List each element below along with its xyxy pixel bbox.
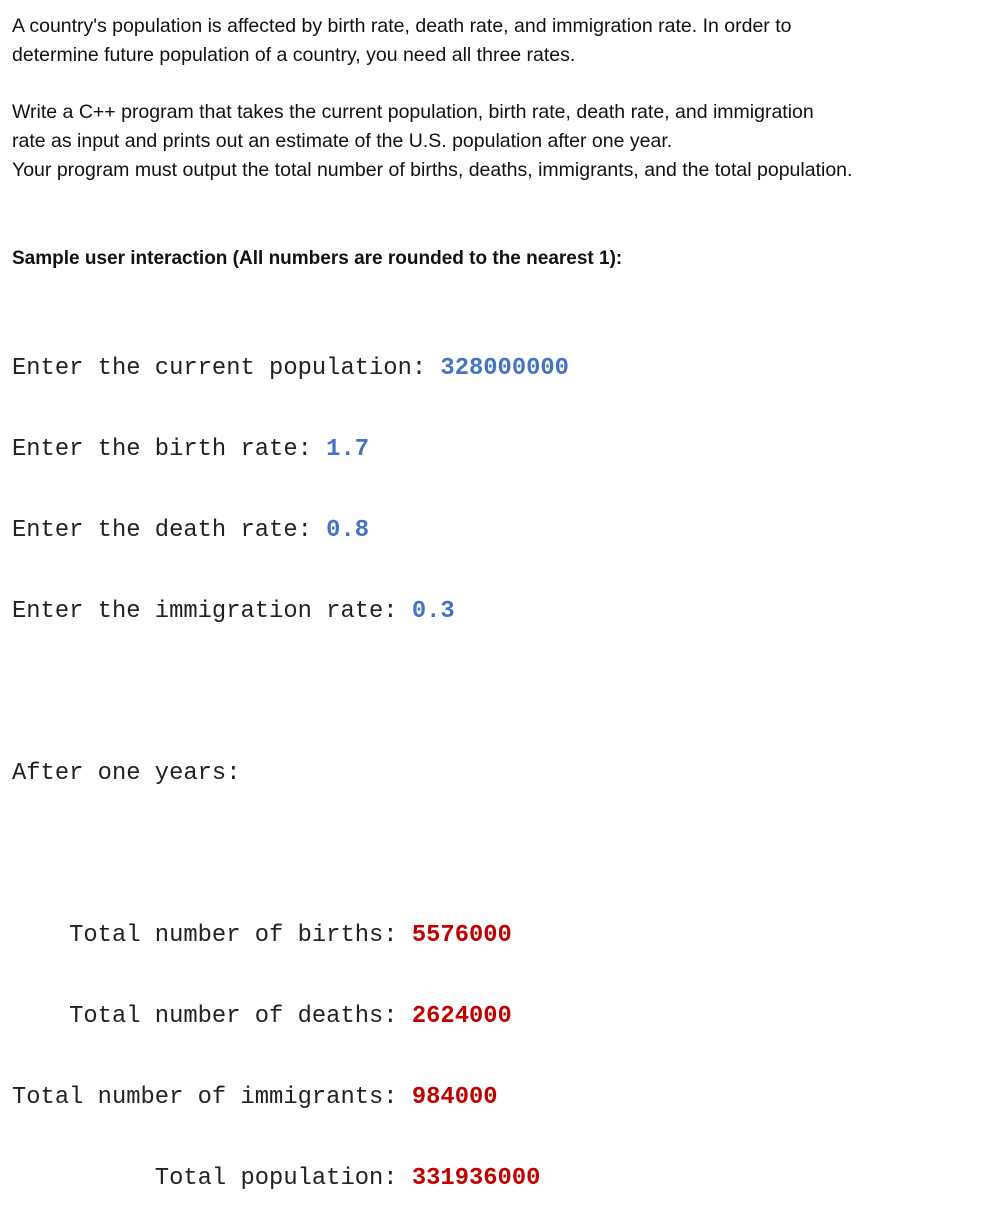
intro-line: determine future population of a country…: [12, 44, 576, 66]
input-value: 0.3: [411, 598, 455, 625]
output-line: Total number of immigrants: 984000: [12, 1084, 569, 1111]
intro-line: A country's population is affected by bi…: [12, 15, 792, 37]
sample-console: Enter the current population: 328000000 …: [12, 301, 569, 1216]
output-value: 5576000: [411, 922, 512, 949]
task-line: Your program must output the total numbe…: [12, 159, 853, 181]
output-value: 331936000: [411, 1165, 541, 1192]
input-line: Enter the immigration rate: 0.3: [12, 598, 569, 625]
input-prompt: Enter the immigration rate:: [12, 598, 412, 625]
input-line: Enter the current population: 328000000: [12, 355, 569, 382]
task-line: rate as input and prints out an estimate…: [12, 130, 673, 152]
input-value: 0.8: [326, 517, 370, 544]
output-label: Total number of births:: [12, 922, 412, 949]
output-line: Total number of deaths: 2624000: [12, 1003, 569, 1030]
input-line: Enter the birth rate: 1.7: [12, 436, 569, 463]
after-line: After one years:: [12, 760, 241, 787]
sample-heading: Sample user interaction (All numbers are…: [12, 248, 623, 269]
output-value: 984000: [411, 1084, 498, 1111]
output-line: Total number of births: 5576000: [12, 922, 569, 949]
output-label: Total number of deaths:: [12, 1003, 412, 1030]
input-line: Enter the death rate: 0.8: [12, 517, 569, 544]
output-label: Total population:: [12, 1165, 412, 1192]
output-value: 2624000: [411, 1003, 512, 1030]
input-value: 328000000: [440, 355, 569, 382]
output-line: Total population: 331936000: [12, 1165, 569, 1192]
task-line: Write a C++ program that takes the curre…: [12, 101, 814, 123]
task-paragraph: Write a C++ program that takes the curre…: [12, 98, 852, 185]
input-prompt: Enter the current population:: [12, 355, 441, 382]
output-label: Total number of immigrants:: [12, 1084, 412, 1111]
input-value: 1.7: [326, 436, 370, 463]
input-prompt: Enter the death rate:: [12, 517, 327, 544]
input-prompt: Enter the birth rate:: [12, 436, 327, 463]
intro-paragraph: A country's population is affected by bi…: [12, 12, 791, 70]
